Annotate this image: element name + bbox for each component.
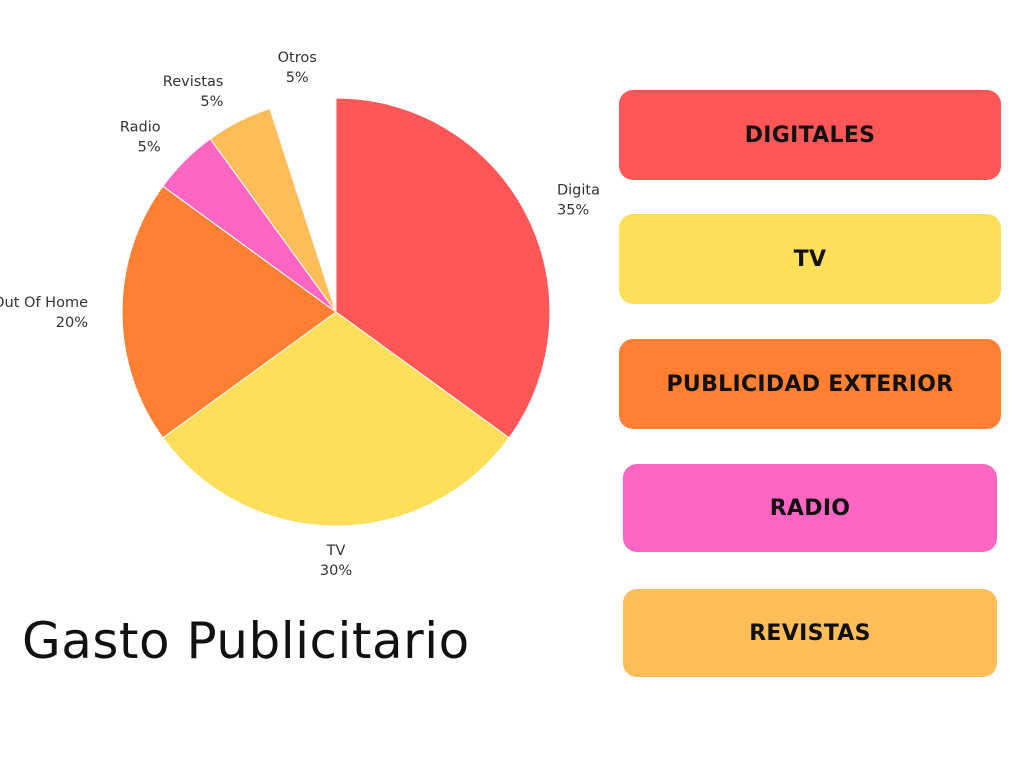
pie-label-revistas: Revistas [163, 74, 224, 90]
pie-label-otros: Otros [278, 50, 317, 66]
pie-label-out-of-home: Out Of Home [0, 295, 88, 311]
pie-value-revistas: 5% [200, 94, 223, 110]
tv-button[interactable]: TV [619, 214, 1001, 304]
pie-value-radio: 5% [138, 140, 161, 156]
radio-button[interactable]: RADIO [623, 464, 997, 552]
pie-label-radio: Radio [120, 120, 161, 136]
pie-value-digitales: 35% [557, 202, 589, 218]
pie-slice-otros [269, 97, 337, 313]
pie-label-tv: TV [326, 543, 346, 559]
pie-value-out-of-home: 20% [56, 315, 88, 331]
pie-slice-out-of-home [121, 185, 337, 439]
pie-slice-digitales [335, 97, 551, 439]
pie-labels: Digitales 35% TV 30% Out Of Home 20% Radio 5% Re… [0, 50, 600, 579]
digitales-button[interactable]: DIGITALES [619, 90, 1001, 180]
publicidad-exterior-button[interactable]: PUBLICIDAD EXTERIOR [619, 339, 1001, 429]
pie-slices [121, 97, 551, 527]
revistas-button[interactable]: REVISTAS [623, 589, 997, 677]
pie-label-digitales: Digitales [557, 182, 600, 198]
pie-value-otros: 5% [286, 70, 309, 86]
pie-slice-tv [162, 311, 510, 527]
pie-value-tv: 30% [320, 563, 352, 579]
page-title: Gasto Publicitario [22, 612, 470, 670]
pie-chart: Digitales 35% TV 30% Out Of Home 20% Radio 5% Re… [0, 50, 600, 579]
